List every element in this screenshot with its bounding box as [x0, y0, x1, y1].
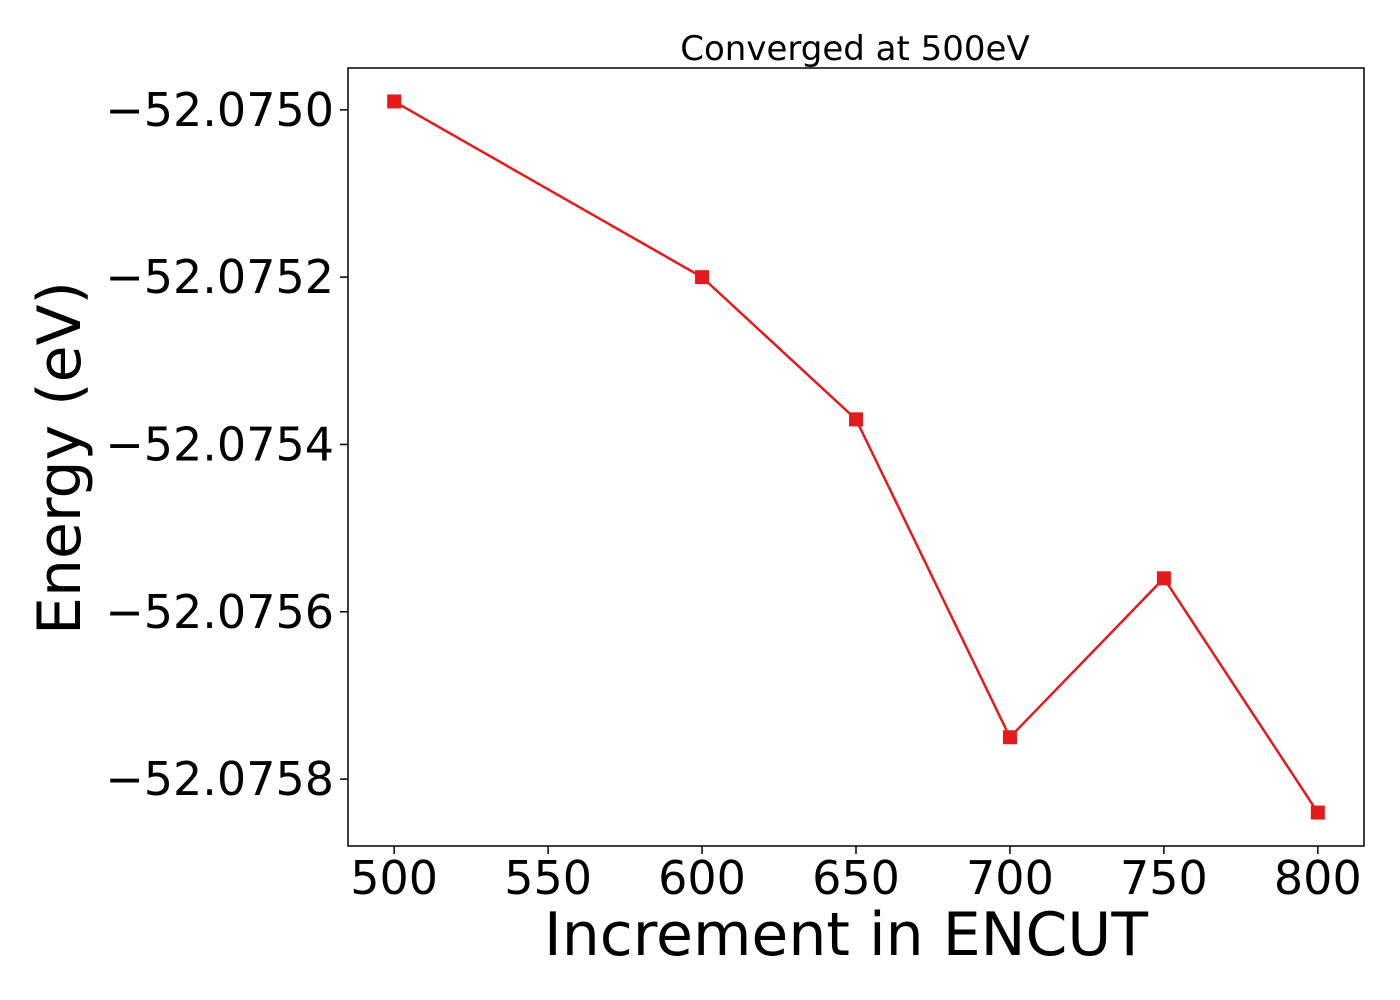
- data-point-marker: [849, 412, 863, 427]
- series-group: [387, 94, 1325, 820]
- data-point-marker: [1156, 571, 1171, 586]
- data-point-marker: [387, 94, 402, 109]
- data-point-marker: [695, 270, 710, 285]
- y-tick-label: −52.0758: [105, 752, 334, 806]
- x-tick-label: 750: [1120, 851, 1208, 905]
- x-tick-label: 500: [350, 851, 438, 905]
- x-tick-label: 700: [966, 851, 1054, 905]
- y-tick-label: −52.0752: [105, 250, 334, 304]
- x-tick-label: 800: [1274, 851, 1362, 905]
- y-tick-label: −52.0750: [105, 83, 334, 137]
- y-tick-label: −52.0756: [105, 585, 334, 639]
- y-axis-ticks: −52.0750 −52.0752 −52.0754 −52.0756 −52.0758: [105, 83, 348, 806]
- y-axis-label: Energy (eV): [25, 281, 95, 635]
- x-tick-label: 650: [812, 851, 900, 905]
- x-tick-label: 550: [504, 851, 592, 905]
- chart-title: Converged at 500eV: [680, 29, 1029, 69]
- series-line: [393, 100, 1319, 814]
- data-point-marker: [1310, 805, 1325, 820]
- y-tick-label: −52.0754: [105, 417, 334, 471]
- x-axis-label: Increment in ENCUT: [544, 900, 1148, 970]
- x-axis-ticks: 500 550 600 650 700 750 800: [350, 846, 1362, 905]
- plot-frame: [347, 67, 1365, 847]
- data-point-marker: [1002, 730, 1017, 745]
- x-tick-label: 600: [658, 851, 746, 905]
